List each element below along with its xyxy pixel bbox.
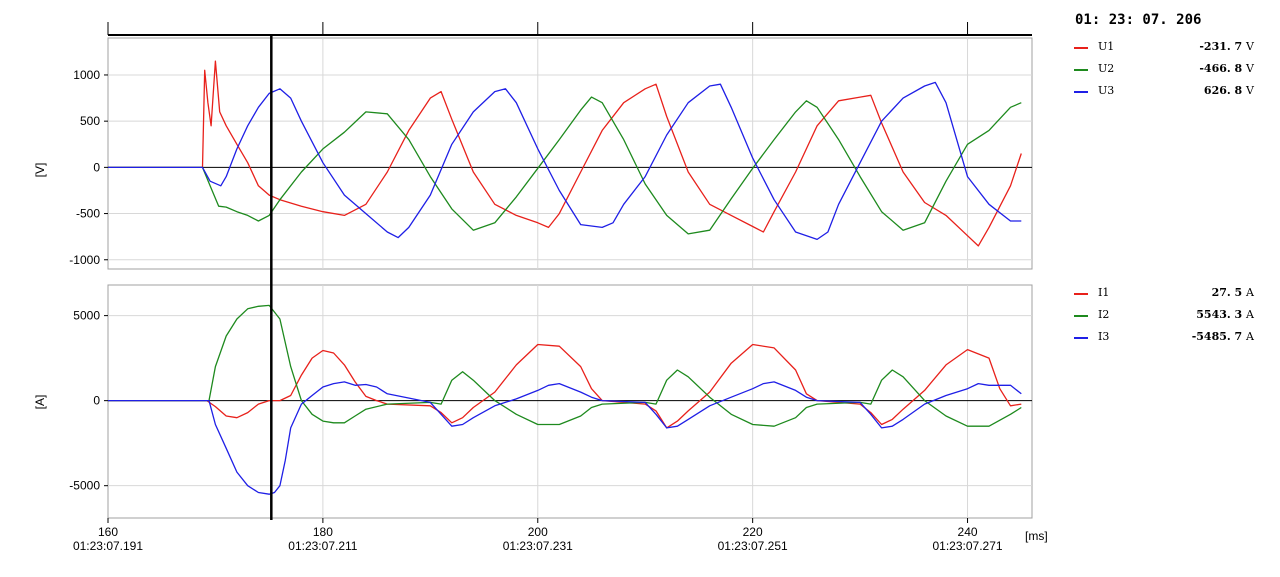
legend-name: I2 [1098,308,1110,321]
x-tick-label: 240 [958,525,978,539]
legend-name: U1 [1098,40,1115,53]
x-tick-time-label: 01:23:07.251 [718,539,788,553]
x-tick-label: 180 [313,525,333,539]
u1-swatch [1074,47,1088,49]
y-tick-label: 5000 [73,309,100,323]
legend-value: 626. 8 V [1203,84,1254,97]
x-tick-label: 200 [528,525,548,539]
i3-swatch [1074,337,1088,339]
legend-name: U3 [1098,84,1115,97]
voltage-panel: 1000 500 0 -500 -1000 [V] [33,37,1033,270]
legend-value: -231. 7 V [1199,40,1254,53]
i2-swatch [1074,315,1088,317]
series-u3 [108,81,1022,241]
legend-item-i1[interactable]: I1 27. 5 A [1070,286,1260,302]
top-ruler [107,22,1032,36]
x-tick-label: 220 [743,525,763,539]
y-tick-label: -500 [76,207,100,221]
y-tick-label: -5000 [69,479,100,493]
x-tick-time-label: 01:23:07.231 [503,539,573,553]
legend-value: 5543. 3 A [1196,308,1254,321]
series-u1 [108,60,1022,247]
y-tick-label: 0 [93,394,100,408]
current-y-label: [A] [33,395,47,410]
legend-name: I3 [1098,330,1110,343]
voltage-y-label: [V] [33,163,47,178]
y-tick-label: 500 [80,114,100,128]
series-u2 [108,96,1022,235]
voltage-legend: U1 -231. 7 V U2 -466. 8 V U3 626. 8 V [1070,40,1260,100]
x-tick-time-label: 01:23:07.271 [932,539,1002,553]
y-tick-label: 0 [93,160,100,174]
current-legend: I1 27. 5 A I2 5543. 3 A I3 -5485. 7 A [1070,286,1260,346]
series-i1 [108,343,1022,429]
legend-item-u3[interactable]: U3 626. 8 V [1070,84,1260,100]
u3-swatch [1074,91,1088,93]
u2-swatch [1074,69,1088,71]
series-i3 [108,381,1022,495]
x-tick-time-label: 01:23:07.211 [288,539,358,553]
x-tick-time-label: 01:23:07.191 [73,539,143,553]
x-unit-label: [ms] [1025,529,1048,543]
legend-name: I1 [1098,286,1110,299]
legend-value: -466. 8 V [1199,62,1254,75]
y-tick-label: -1000 [69,253,100,267]
legend-name: U2 [1098,62,1115,75]
legend-value: -5485. 7 A [1191,330,1254,343]
current-panel: 5000 0 -5000 [A] [33,284,1033,519]
x-tick-label: 160 [98,525,118,539]
cursor-timestamp: 01: 23: 07. 206 [1075,12,1202,28]
legend-item-u2[interactable]: U2 -466. 8 V [1070,62,1260,78]
y-tick-label: 1000 [73,68,100,82]
legend-item-i3[interactable]: I3 -5485. 7 A [1070,330,1260,346]
series-i2 [108,304,1022,427]
legend-item-u1[interactable]: U1 -231. 7 V [1070,40,1260,56]
legend-item-i2[interactable]: I2 5543. 3 A [1070,308,1260,324]
legend-value: 27. 5 A [1211,286,1254,299]
i1-swatch [1074,293,1088,295]
